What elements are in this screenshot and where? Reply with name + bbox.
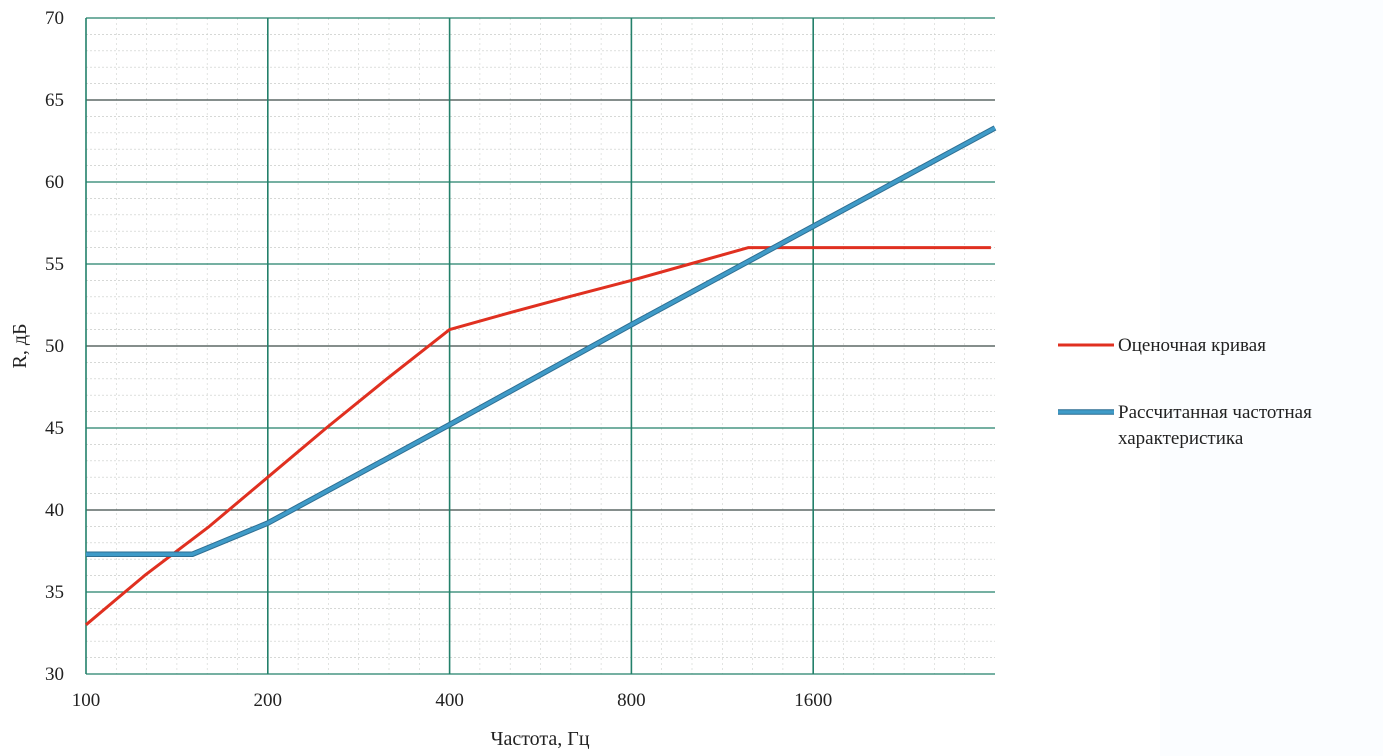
series-line-outline-calculated (86, 125, 997, 558)
x-axis-title: Частота, Гц (490, 728, 589, 750)
x-tick-label-1600: 1600 (794, 690, 832, 711)
y-axis-tick-labels: 30 35 40 45 50 55 60 65 70 (45, 8, 64, 685)
series-line-evaluation-curve (85, 246, 991, 626)
x-axis-tick-labels: 100 200 400 800 1600 (72, 690, 832, 711)
major-grid (85, 17, 995, 675)
legend: Оценочная кривая Рассчитанная частотная ха… (1058, 335, 1312, 449)
series-layer (85, 125, 997, 626)
y-tick-label-50: 50 (45, 336, 64, 357)
minor-grid (86, 18, 995, 674)
x-tick-label-100: 100 (72, 690, 101, 711)
y-tick-label-55: 55 (45, 254, 64, 275)
page-background-right (1160, 0, 1383, 756)
x-tick-label-200: 200 (254, 690, 283, 711)
legend-label-calculated-response: Рассчитанная частотная характеристика (1118, 402, 1312, 449)
y-tick-label-70: 70 (45, 8, 64, 29)
y-tick-label-30: 30 (45, 664, 64, 685)
legend-label-evaluation-curve: Оценочная кривая (1118, 335, 1266, 356)
y-axis-title: R, дБ (9, 324, 31, 369)
y-tick-label-45: 45 (45, 418, 64, 439)
y-tick-label-40: 40 (45, 500, 64, 521)
x-tick-label-400: 400 (435, 690, 464, 711)
y-tick-label-65: 65 (45, 90, 64, 111)
y-tick-label-60: 60 (45, 172, 64, 193)
x-tick-label-800: 800 (617, 690, 646, 711)
series-line-calculated-response (86, 126, 996, 557)
y-tick-label-35: 35 (45, 582, 64, 603)
